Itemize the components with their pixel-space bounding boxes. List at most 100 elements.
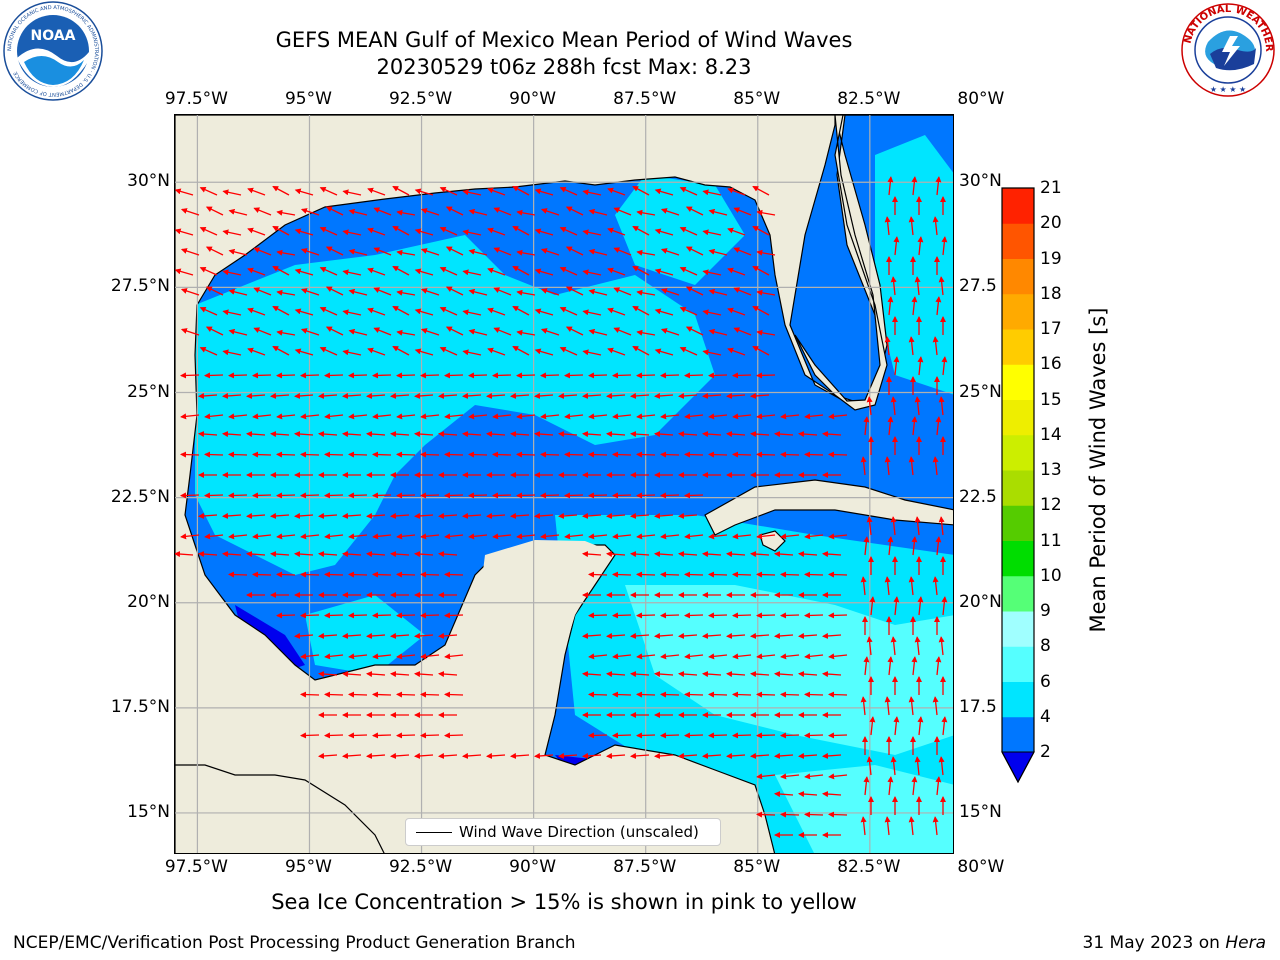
colorbar-tick-label: 2 [1040,742,1051,762]
wind-wave-arrow [828,653,848,660]
wind-wave-arrow [438,551,458,558]
wind-wave-arrow [414,268,434,276]
wind-wave-arrow [780,773,800,780]
wind-wave-arrow [396,451,416,458]
wind-wave-arrow [534,308,554,316]
wind-wave-arrow [348,732,368,739]
wind-wave-arrow [780,691,800,698]
wind-wave-arrow [654,512,674,519]
colorbar-tick-label: 15 [1040,389,1062,410]
wind-wave-arrow [752,185,770,196]
wind-wave-arrow [828,533,848,540]
wind-wave-arrow [348,533,368,540]
wind-wave-arrow [908,696,915,716]
wind-wave-arrow [367,307,386,316]
wind-wave-arrow [612,612,632,619]
wind-wave-arrow [247,227,266,236]
wind-wave-arrow [679,186,698,196]
wind-wave-arrow [702,392,722,399]
wind-wave-arrow [780,612,800,619]
wind-wave-arrow [294,228,314,236]
colorbar-segment [1002,293,1034,330]
wind-wave-arrow [630,512,650,519]
wind-wave-arrow [276,372,296,379]
wind-wave-arrow [222,512,242,519]
wind-wave-arrow [487,267,506,276]
wind-wave-arrow [750,632,770,639]
wind-wave-arrow [636,289,656,296]
wind-wave-arrow [565,326,584,336]
wind-wave-arrow [756,413,776,420]
wind-wave-arrow [890,516,897,536]
wind-wave-arrow [253,327,272,336]
footer-date: 31 May 2023 on Hera [1083,933,1267,953]
wind-wave-arrow [733,247,752,256]
wind-wave-arrow [372,732,392,739]
lat-tick-left: 25°N [127,381,170,402]
wind-wave-arrow [632,265,650,276]
wind-wave-arrow [780,571,800,578]
wind-wave-arrow [684,691,704,698]
wind-wave-arrow [492,533,512,540]
wind-wave-arrow [632,305,650,316]
wind-wave-arrow [444,372,464,379]
wind-wave-arrow [732,691,752,698]
wind-wave-arrow [828,413,848,420]
wind-wave-arrow [890,396,897,416]
land [175,115,953,853]
wind-wave-arrow [863,536,870,556]
wind-wave-arrow [863,416,870,436]
wind-wave-arrow [534,228,554,236]
colorbar-tick-label: 21 [1040,178,1062,198]
wind-wave-arrow [582,309,602,316]
wind-wave-arrow [516,249,536,256]
wind-wave-arrow [911,176,918,196]
wind-wave-arrow [588,328,608,336]
wind-wave-arrow [300,451,320,458]
wind-wave-arrow [613,247,632,256]
wind-wave-arrow [420,571,440,578]
wind-wave-arrow [204,372,224,379]
wind-wave-arrow [884,576,891,596]
wind-wave-arrow [559,226,578,236]
wind-wave-arrow [756,289,776,296]
wind-wave-arrow [654,551,674,558]
colorbar-segment [1002,646,1034,682]
wind-wave-arrow [917,356,924,376]
colorbar-segment [1002,223,1034,259]
wind-wave-arrow [468,533,488,540]
wind-wave-arrow [300,653,320,660]
wind-wave-arrow [325,326,344,336]
wind-wave-arrow [414,431,434,438]
wind-wave-arrow [276,413,296,420]
wind-wave-arrow [887,296,894,316]
wind-wave-arrow [932,576,939,596]
wind-wave-arrow [804,451,824,458]
wind-wave-arrow [228,413,248,420]
wind-wave-arrow [300,248,320,256]
wind-wave-arrow [708,533,728,540]
wind-wave-arrow [750,431,770,438]
wind-wave-arrow [612,492,632,499]
wind-wave-arrow [199,306,218,316]
wind-wave-arrow [914,276,921,296]
wind-wave-arrow [348,691,368,698]
wind-wave-arrow [246,392,266,399]
wind-wave-arrow [493,327,512,336]
wind-wave-arrow [372,451,392,458]
wind-wave-arrow [866,516,873,536]
wind-wave-arrow [462,392,482,399]
wind-wave-arrow [516,372,536,379]
colorbar-segment [1002,364,1034,400]
colorbar-tick-label: 12 [1040,495,1062,516]
wind-wave-arrow [726,551,746,558]
wind-wave-arrow [588,533,608,540]
wind-wave-arrow [732,451,752,458]
wind-wave-arrow [492,451,512,458]
wind-wave-arrow [588,732,608,739]
colorbar-segment [1002,434,1034,471]
colorbar-segment [1002,470,1034,506]
wind-wave-arrow [679,346,698,356]
wind-wave-arrow [756,329,776,336]
wind-wave-arrow [253,287,272,296]
